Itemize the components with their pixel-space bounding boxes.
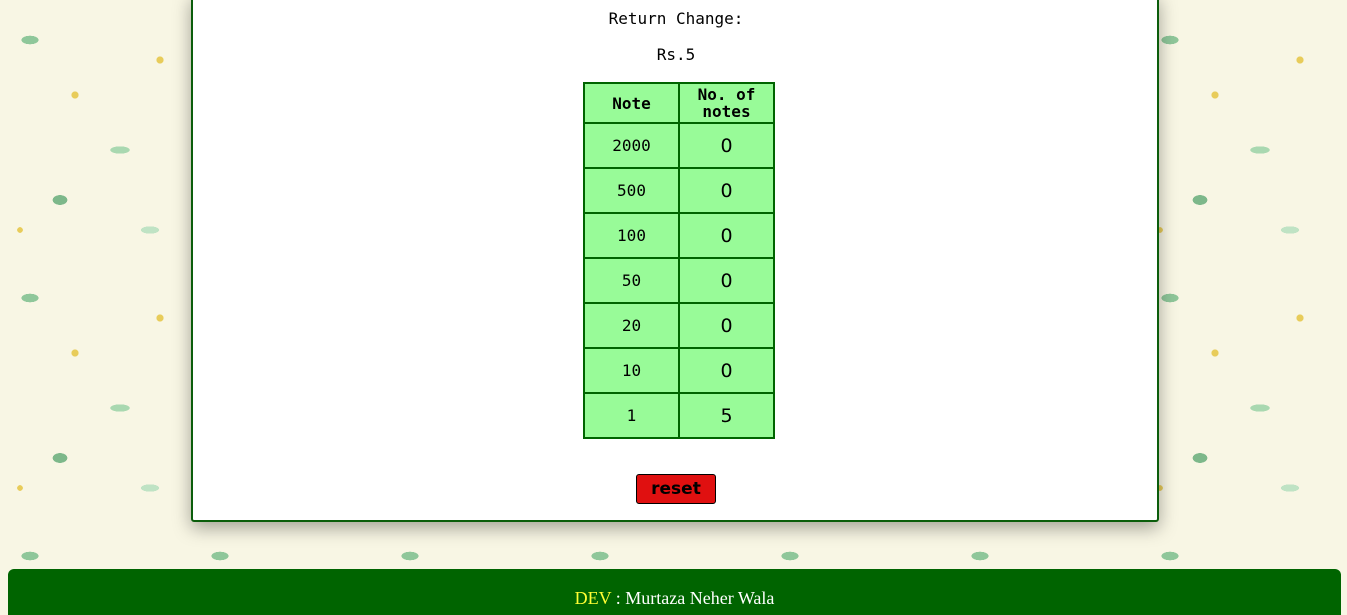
table-row: 10 0 bbox=[583, 347, 775, 394]
note-value: 20 bbox=[583, 302, 680, 349]
note-count: 0 bbox=[678, 167, 775, 214]
footer-separator: : bbox=[611, 588, 626, 608]
return-amount: Rs.5 bbox=[656, 45, 696, 64]
author-name: Murtaza Neher Wala bbox=[625, 588, 775, 608]
note-value: 1 bbox=[583, 392, 680, 439]
main-panel: Return Change: Rs.5 Note No. of notes 20… bbox=[191, 0, 1159, 522]
table-row: 50 0 bbox=[583, 257, 775, 304]
note-count: 0 bbox=[678, 257, 775, 304]
table-row: 100 0 bbox=[583, 212, 775, 259]
table-row: 1 5 bbox=[583, 392, 775, 439]
count-column-header: No. of notes bbox=[678, 82, 775, 124]
return-change-label: Return Change: bbox=[608, 9, 744, 28]
table-header-row: Note No. of notes bbox=[583, 82, 775, 124]
note-column-header: Note bbox=[583, 82, 680, 124]
table-row: 2000 0 bbox=[583, 122, 775, 169]
table-row: 20 0 bbox=[583, 302, 775, 349]
footer: DEV : Murtaza Neher Wala bbox=[8, 569, 1341, 615]
note-value: 2000 bbox=[583, 122, 680, 169]
note-value: 100 bbox=[583, 212, 680, 259]
note-count: 0 bbox=[678, 347, 775, 394]
reset-button[interactable]: reset bbox=[636, 474, 716, 504]
note-value: 500 bbox=[583, 167, 680, 214]
note-count: 0 bbox=[678, 302, 775, 349]
table-row: 500 0 bbox=[583, 167, 775, 214]
notes-table: Note No. of notes 2000 0 500 0 100 0 50 … bbox=[583, 82, 775, 439]
note-value: 10 bbox=[583, 347, 680, 394]
note-value: 50 bbox=[583, 257, 680, 304]
note-count: 5 bbox=[678, 392, 775, 439]
note-count: 0 bbox=[678, 122, 775, 169]
dev-label: DEV bbox=[574, 588, 612, 608]
note-count: 0 bbox=[678, 212, 775, 259]
